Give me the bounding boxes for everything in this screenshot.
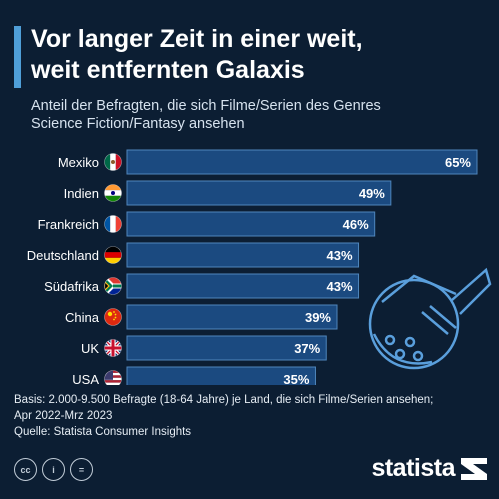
bar-1 [126,180,392,206]
category-label-6: UK [81,341,99,356]
subtitle-line-2: Science Fiction/Fantasy ansehen [31,116,245,132]
basis-line-1: Basis: 2.000-9.500 Befragte (18-64 Jahre… [14,394,434,406]
category-label-1: Indien [64,186,99,201]
germany-flag-icon [104,246,122,264]
footer-note: Basis: 2.000-9.500 Befragte (18-64 Jahre… [14,392,492,440]
category-label-4: Südafrika [44,279,100,294]
category-label-0: Mexiko [58,155,99,170]
cc-icon[interactable]: cc [14,458,37,481]
bar-6 [126,335,327,361]
uk-flag-icon [104,339,122,357]
bar-2 [126,211,376,237]
india-flag-icon [104,184,122,202]
chart-title: Vor langer Zeit in einer weit, weit entf… [31,24,491,86]
bar-chart: Mexiko 65% Indien 49% Frankreich 46% Deutschla… [27,149,478,385]
statista-logo[interactable]: statista [371,454,487,483]
equals-icon[interactable]: = [70,458,93,481]
value-label-0: 65% [445,155,471,170]
bar-4 [126,273,360,299]
basis-line-2: Apr 2022-Mrz 2023 [14,410,113,422]
value-label-6: 37% [294,341,320,356]
chart-subtitle: Anteil der Befragten, die sich Filme/Ser… [31,97,491,133]
category-label-3: Deutschland [27,248,99,263]
bar-7 [126,366,316,385]
value-label-4: 43% [327,279,353,294]
south-africa-flag-icon [104,277,122,295]
person-icon[interactable]: i [42,458,65,481]
license-icons: cc i = [14,458,93,481]
title-line-1: Vor langer Zeit in einer weit, [31,25,363,53]
usa-flag-icon [104,370,122,385]
value-label-3: 43% [327,248,353,263]
value-label-1: 49% [359,186,385,201]
title-accent-bar [14,26,21,88]
category-label-7: USA [72,372,99,385]
value-label-2: 46% [343,217,369,232]
category-label-5: China [65,310,100,325]
subtitle-line-1: Anteil der Befragten, die sich Filme/Ser… [31,98,381,114]
value-label-5: 39% [305,310,331,325]
value-label-7: 35% [283,372,309,385]
china-flag-icon [104,308,122,326]
bar-3 [126,242,360,268]
bar-0 [126,149,478,175]
title-line-2: weit entfernten Galaxis [31,56,305,84]
spaceship-icon [368,267,492,370]
statista-logo-text: statista [371,454,455,482]
category-label-2: Frankreich [38,217,99,232]
france-flag-icon [104,215,122,233]
source-text: Quelle: Statista Consumer Insights [14,426,192,438]
statista-logo-icon [461,457,487,480]
bar-5 [126,304,338,330]
mexico-flag-icon [104,153,122,171]
